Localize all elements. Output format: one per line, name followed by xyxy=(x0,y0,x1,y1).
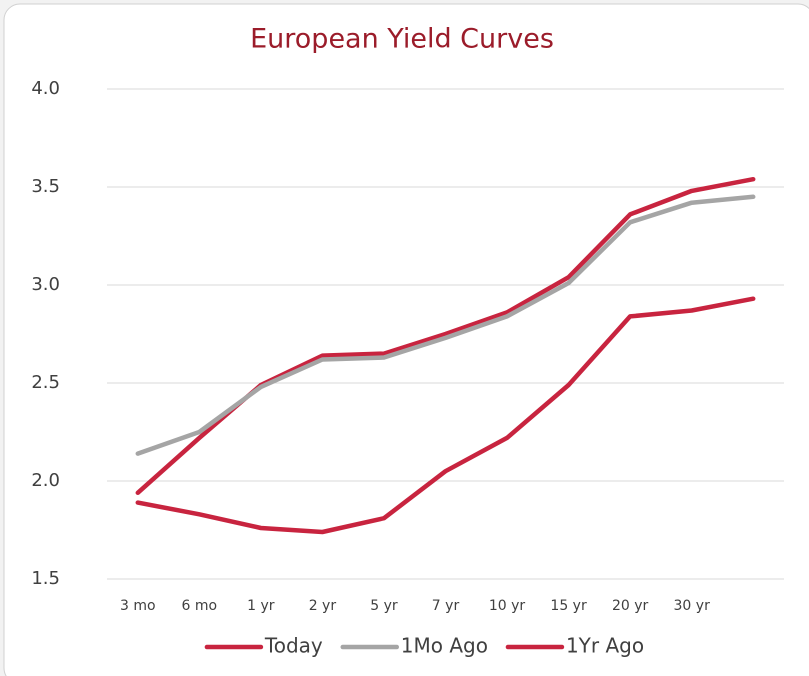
legend-label: Today xyxy=(264,634,323,658)
x-tick-label: 3 mo xyxy=(120,598,156,614)
y-tick-label: 2.0 xyxy=(31,470,60,491)
legend-item: 1Mo Ago xyxy=(340,634,488,658)
series-line xyxy=(135,194,756,456)
chart-title: European Yield Curves xyxy=(250,24,554,55)
x-tick-label: 1 yr xyxy=(247,598,275,614)
y-tick-label: 3.5 xyxy=(31,176,60,197)
chart-card xyxy=(3,3,809,676)
x-tick-label: 7 yr xyxy=(432,598,460,614)
x-tick-label: 2 yr xyxy=(309,598,337,614)
legend-item: 1Yr Ago xyxy=(505,634,644,658)
x-tick-label: 10 yr xyxy=(489,598,526,614)
x-tick-label: 20 yr xyxy=(612,598,649,614)
x-tick-label: 6 mo xyxy=(182,598,218,614)
x-tick-label: 30 yr xyxy=(674,598,711,614)
y-tick-label: 3.0 xyxy=(31,274,60,295)
legend-item: Today xyxy=(204,634,323,658)
legend-label: 1Yr Ago xyxy=(566,634,644,658)
y-tick-label: 1.5 xyxy=(31,568,60,589)
y-tick-label: 2.5 xyxy=(31,372,60,393)
y-tick-label: 4.0 xyxy=(31,78,60,99)
legend-label: 1Mo Ago xyxy=(401,634,488,658)
x-tick-label: 15 yr xyxy=(550,598,587,614)
x-tick-label: 5 yr xyxy=(370,598,398,614)
series-line xyxy=(135,296,756,535)
